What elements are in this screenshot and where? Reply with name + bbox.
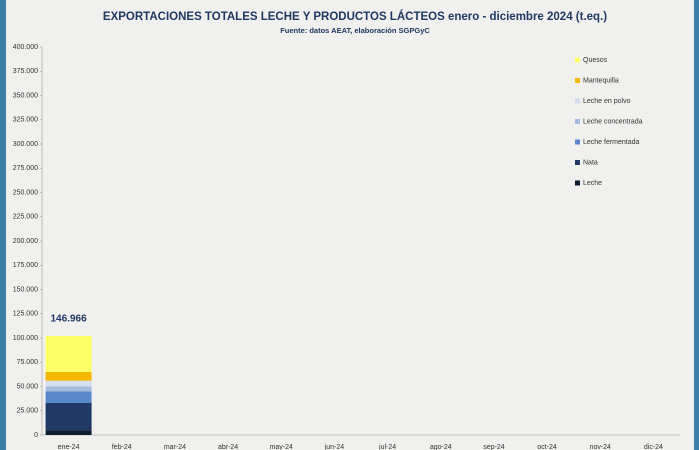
legend-label: Leche	[583, 180, 602, 187]
chart-title: EXPORTACIONES TOTALES LECHE Y PRODUCTOS …	[103, 10, 607, 23]
legend-label: Leche concentrada	[583, 118, 643, 125]
x-tick-label: jun-24	[324, 444, 345, 450]
y-tick-label: 75.000	[17, 359, 39, 366]
y-tick-label: 400.000	[13, 44, 38, 51]
x-tick-label: ago-24	[430, 444, 452, 450]
y-tick-label: 25.000	[17, 408, 39, 415]
legend-swatch	[575, 139, 580, 145]
x-tick-label: mar-24	[164, 444, 186, 450]
bar-segment	[45, 402, 92, 431]
legend-swatch	[575, 98, 580, 104]
y-tick-label: 200.000	[13, 238, 38, 245]
x-tick-label: oct-24	[537, 444, 557, 450]
legend-swatch	[575, 57, 580, 63]
x-tick-label: feb-24	[112, 444, 132, 450]
y-tick-label: 325.000	[13, 117, 38, 124]
background	[6, 0, 694, 450]
total-label: 146.966	[51, 314, 88, 325]
y-tick-label: 175.000	[13, 262, 38, 269]
y-tick-label: 350.000	[13, 92, 38, 99]
x-tick-label: sep-24	[483, 444, 505, 450]
x-tick-label: ene-24	[58, 444, 80, 450]
legend-swatch	[575, 180, 580, 186]
legend-label: Nata	[583, 159, 598, 166]
y-tick-label: 125.000	[13, 311, 38, 318]
y-tick-label: 100.000	[13, 335, 38, 342]
bar-segment	[45, 391, 92, 403]
x-tick-label: abr-24	[218, 444, 238, 450]
x-tick-label: nov-24	[590, 444, 612, 450]
y-tick-label: 250.000	[13, 189, 38, 196]
x-tick-label: may-24	[270, 444, 293, 450]
bar-segment	[45, 430, 92, 435]
chart-subtitle: Fuente: datos AEAT, elaboración SGPGyC	[280, 26, 430, 35]
bar-segment	[45, 336, 92, 372]
y-tick-label: 375.000	[13, 68, 38, 75]
x-tick-label: dic-24	[644, 444, 663, 450]
y-tick-label: 150.000	[13, 286, 38, 293]
bar-segment	[45, 386, 92, 392]
legend-label: Leche fermentada	[583, 139, 640, 146]
x-tick-label: jul-24	[378, 444, 396, 450]
legend-swatch	[575, 160, 580, 165]
legend-label: Quesos	[583, 57, 608, 64]
legend-label: Leche en polvo	[583, 98, 631, 105]
legend-swatch	[575, 119, 580, 124]
y-tick-label: 225.000	[13, 214, 38, 221]
legend-swatch	[575, 78, 580, 83]
y-tick-label: 50.000	[17, 383, 39, 390]
bar-segment	[45, 371, 92, 381]
bar-segment	[45, 380, 92, 387]
y-tick-label: 0	[34, 432, 38, 439]
legend-label: Mantequilla	[583, 77, 619, 84]
y-tick-label: 275.000	[13, 165, 38, 172]
y-tick-label: 300.000	[13, 141, 38, 148]
